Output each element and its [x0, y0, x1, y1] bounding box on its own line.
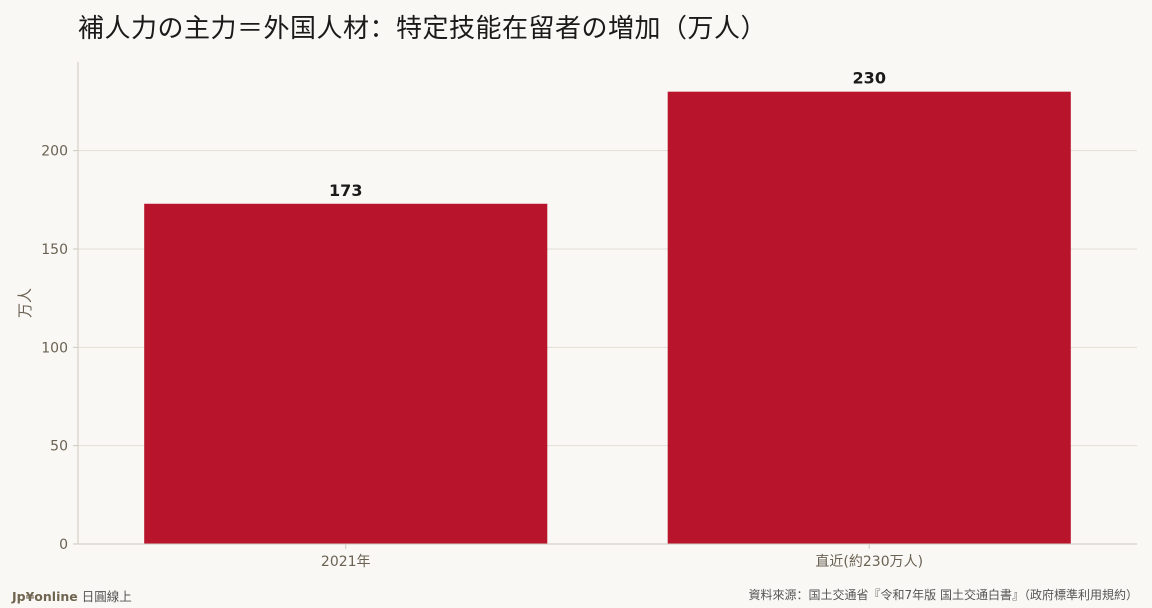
- y-tick-label: 100: [41, 340, 68, 356]
- y-tick-label: 0: [59, 537, 68, 553]
- source-note: 資料來源：国土交通省『令和7年版 国土交通白書』（政府標準利用規約）: [748, 588, 1138, 602]
- y-tick-label: 50: [50, 439, 68, 455]
- chart-title: 補人力の主力＝外国人材：特定技能在留者の増加（万人）: [78, 14, 768, 44]
- bar: [144, 203, 548, 544]
- bar-chart: 0 50 100 150 200 2021年 173 直近(約230万人) 230 万人: [16, 62, 1137, 570]
- x-tick-label: 直近(約230万人): [815, 553, 923, 570]
- y-tick-label: 200: [41, 144, 68, 160]
- y-axis-label: 万人: [16, 288, 34, 318]
- data-label: 173: [329, 181, 362, 200]
- bars: [144, 91, 1071, 545]
- axes: [73, 62, 1137, 549]
- brand-logo-text: Jp¥online: [12, 589, 78, 604]
- data-label: 230: [853, 69, 886, 88]
- x-tick-label: 2021年: [321, 554, 371, 570]
- y-tick-label: 150: [41, 242, 68, 258]
- brand-tagline: 日圓線上: [81, 589, 132, 604]
- brand-logo: Jp¥online 日圓線上: [12, 586, 132, 605]
- labels: 0 50 100 150 200 2021年 173 直近(約230万人) 230 万人: [16, 69, 923, 570]
- bar: [667, 91, 1071, 545]
